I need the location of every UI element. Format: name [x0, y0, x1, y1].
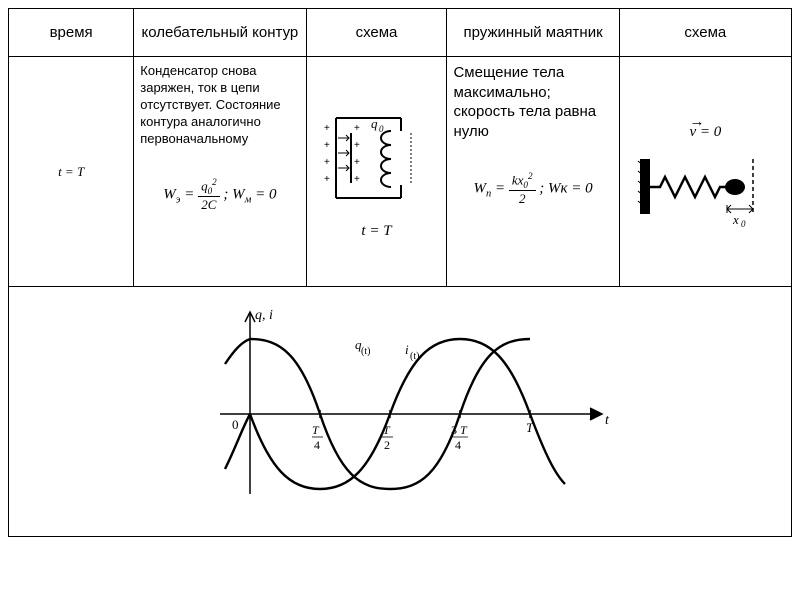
p-frac-den: 2 [509, 191, 536, 207]
svg-text:0: 0 [741, 219, 746, 229]
svg-text:+: + [324, 123, 330, 134]
header-pendulum: пружинный маятник [447, 9, 619, 57]
circuit-desc-cell: Конденсатор снова заряжен, ток в цепи от… [134, 57, 306, 287]
lc-circuit-icon: + + + + + + + + q [316, 103, 436, 213]
circuit-formula: Wэ = q02 2C ; Wм = 0 [140, 177, 299, 213]
formula-w2: ; W [223, 187, 244, 203]
svg-text:+: + [324, 140, 330, 151]
svg-text:+: + [324, 174, 330, 185]
pendulum-desc: Смещение тела максимально; скорость тела… [453, 63, 612, 141]
svg-text:+: + [354, 123, 360, 134]
svg-text:T: T [312, 423, 320, 437]
header-schema1: схема [306, 9, 447, 57]
oscillation-graph: q, i t 0 T 4 T 2 3 4 T [160, 294, 640, 524]
formula-val2: = 0 [251, 187, 276, 203]
graph-row: q, i t 0 T 4 T 2 3 4 T [9, 287, 792, 537]
svg-text:q, i: q, i [255, 308, 273, 323]
header-row: время колебательный контур схема пружинн… [9, 9, 792, 57]
formula-eq: = [180, 187, 198, 203]
schema1-cell: + + + + + + + + q [306, 57, 447, 287]
content-row: t = T Конденсатор снова заряжен, ток в ц… [9, 57, 792, 287]
svg-text:4: 4 [455, 438, 461, 452]
graph-cell: q, i t 0 T 4 T 2 3 4 T [9, 287, 792, 537]
frac-num-sub: 0 [208, 186, 213, 196]
svg-text:+: + [354, 174, 360, 185]
svg-text:0: 0 [379, 124, 384, 134]
svg-text:+: + [324, 157, 330, 168]
p-formula-val2: = 0 [568, 180, 593, 196]
pendulum-desc-cell: Смещение тела максимально; скорость тела… [447, 57, 619, 287]
schema2-label: v→ = 0 [689, 124, 721, 141]
header-schema2: схема [619, 9, 791, 57]
svg-text:(t): (t) [361, 346, 370, 357]
svg-text:q: q [371, 116, 378, 131]
p-formula-eq: = [491, 180, 509, 196]
p-formula-frac: kx02 2 [509, 171, 536, 207]
svg-text:2: 2 [384, 438, 390, 452]
p-frac-sub: 0 [523, 180, 528, 190]
frac-den: 2C [198, 197, 220, 213]
schema1-caption: t = T [361, 223, 391, 240]
svg-text:x: x [732, 212, 739, 227]
formula-frac: q02 2C [198, 177, 220, 213]
schema2-cell: v→ = 0 [619, 57, 791, 287]
header-circuit: колебательный контур [134, 9, 306, 57]
header-time: время [9, 9, 134, 57]
comparison-table: время колебательный контур схема пружинн… [8, 8, 792, 537]
svg-text:0: 0 [232, 417, 239, 432]
svg-text:4: 4 [314, 438, 320, 452]
svg-text:+: + [354, 157, 360, 168]
spring-mass-icon: x 0 [635, 149, 775, 229]
svg-text:t: t [605, 413, 610, 428]
circuit-desc: Конденсатор снова заряжен, ток в цепи от… [140, 63, 299, 147]
p-frac-sup: 2 [528, 171, 533, 181]
formula-w1: W [163, 187, 176, 203]
p-formula-w1: W [474, 180, 487, 196]
p-frac-num: kx [512, 172, 524, 187]
frac-num-sup: 2 [212, 177, 217, 187]
svg-text:(t): (t) [410, 351, 419, 362]
svg-text:T: T [460, 423, 468, 437]
time-cell: t = T [9, 57, 134, 287]
svg-text:i: i [405, 342, 409, 357]
pendulum-formula: Wп = kx02 2 ; Wк = 0 [453, 171, 612, 207]
p-formula-w2: ; Wк [539, 180, 567, 196]
svg-text:+: + [354, 140, 360, 151]
